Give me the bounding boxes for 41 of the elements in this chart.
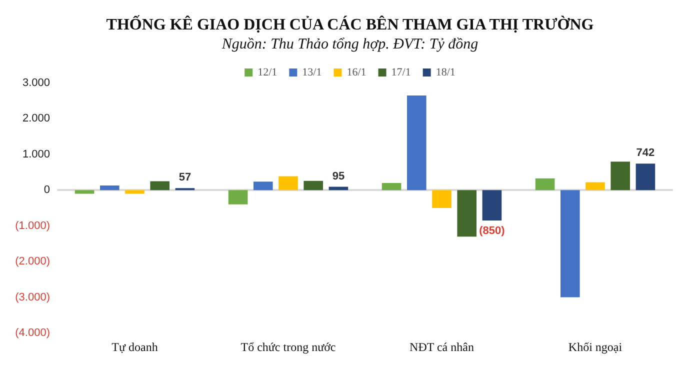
x-tick-label: NĐT cá nhân <box>410 340 474 354</box>
bar <box>406 96 426 190</box>
data-label: 742 <box>636 147 655 160</box>
bar <box>228 190 248 204</box>
bar <box>150 181 170 190</box>
bar <box>100 186 120 190</box>
chart-subtitle: Nguồn: Thu Thảo tổng hợp. ĐVT: Tỷ đồng <box>220 36 479 52</box>
y-tick-label: 0 <box>44 184 50 196</box>
bar <box>560 190 580 298</box>
bar <box>253 182 273 190</box>
bar <box>535 178 555 190</box>
bar <box>382 183 402 190</box>
y-tick-label: 1.000 <box>22 148 50 160</box>
data-label: 57 <box>178 172 192 184</box>
y-tick-label: 3.000 <box>22 77 50 89</box>
chart-title: THỐNG KÊ GIAO DỊCH CỦA CÁC BÊN THAM GIA THỊ TRƯỜNG <box>106 14 594 34</box>
legend-label: 17/1 <box>391 66 411 78</box>
y-tick-label: (4.000) <box>15 327 50 339</box>
bar <box>482 190 502 220</box>
data-label: 95 <box>332 170 345 182</box>
x-tick-label: Tổ chức trong nước <box>240 340 336 354</box>
bar <box>278 176 298 190</box>
legend-label: 13/1 <box>302 66 322 78</box>
y-tick-label: (1.000) <box>15 220 50 232</box>
x-tick-label: Khối ngoại <box>568 340 623 354</box>
bar <box>636 164 656 190</box>
y-tick-label: (2.000) <box>15 256 50 268</box>
y-tick-label: (3.000) <box>15 291 50 304</box>
legend-label: 18/1 <box>436 66 456 78</box>
bar <box>304 180 324 190</box>
data-label: (850) <box>479 225 506 237</box>
legend-label: 16/1 <box>346 66 366 78</box>
y-tick-label: 2.000 <box>22 112 50 125</box>
bar <box>457 190 477 237</box>
bar <box>586 182 605 190</box>
bar <box>432 190 452 208</box>
bar <box>74 190 94 194</box>
legend-label: 12/1 <box>258 66 278 78</box>
bar <box>125 190 144 194</box>
bar <box>610 162 630 190</box>
x-tick-label: Tự doanh <box>112 340 158 354</box>
